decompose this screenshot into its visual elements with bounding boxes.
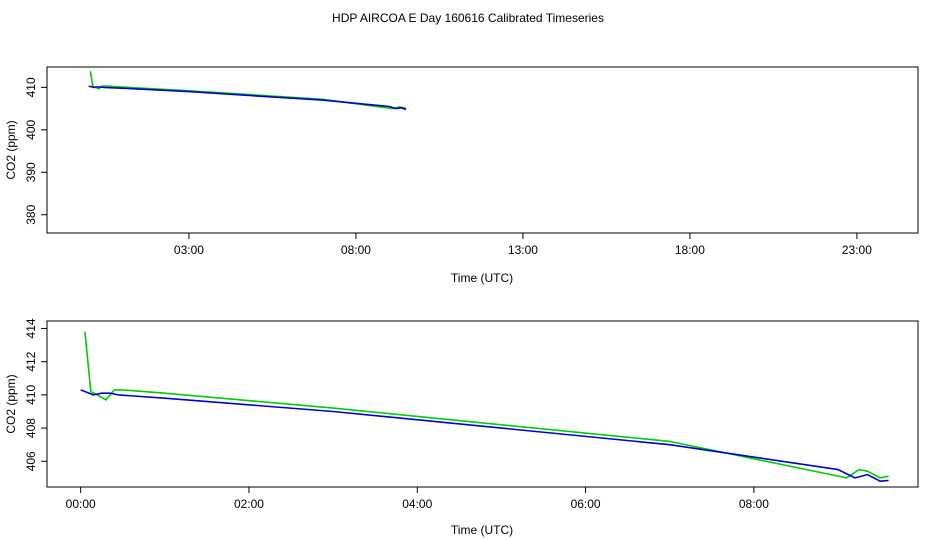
y-axis-label: CO2 (ppm) xyxy=(4,120,18,179)
bottom-panel: Time (UTC) CO2 (ppm) 00:00 02:00 04:00 06:0… xyxy=(4,318,919,537)
x-tick-label: 00:00 xyxy=(66,497,96,511)
x-tick-label: 02:00 xyxy=(234,497,264,511)
series-line-green xyxy=(84,331,889,479)
top-panel: Time (UTC) CO2 (ppm) 03:00 08:00 13:00 18:0… xyxy=(4,66,919,285)
y-tick-label: 410 xyxy=(24,77,38,97)
x-tick-label: 23:00 xyxy=(842,243,872,257)
x-tick-label: 03:00 xyxy=(174,243,204,257)
data-series xyxy=(80,331,889,483)
x-tick-label: 08:00 xyxy=(739,497,769,511)
series-line-blue xyxy=(80,389,889,483)
x-axis-label: Time (UTC) xyxy=(451,271,513,285)
chart-title: HDP AIRCOA E Day 160616 Calibrated Times… xyxy=(332,11,604,25)
y-tick-label: 414 xyxy=(24,318,38,338)
y-tick-label: 400 xyxy=(24,120,38,140)
x-tick-label: 18:00 xyxy=(675,243,705,257)
x-tick-label: 13:00 xyxy=(508,243,538,257)
y-tick-label: 410 xyxy=(24,385,38,405)
x-axis-label: Time (UTC) xyxy=(451,523,513,537)
y-tick-label: 412 xyxy=(24,351,38,371)
y-tick-label: 380 xyxy=(24,204,38,224)
axis-ticks: 00:00 02:00 04:00 06:00 08:00 406 408 410 412 414 xyxy=(24,318,769,511)
x-tick-label: 06:00 xyxy=(571,497,601,511)
data-series xyxy=(88,71,407,111)
plot-frame xyxy=(46,66,919,234)
axis-ticks: 03:00 08:00 13:00 18:00 23:00 380 390 400 410 xyxy=(24,77,872,257)
y-axis-label: CO2 (ppm) xyxy=(4,374,18,433)
series-line-blue xyxy=(88,85,407,111)
y-tick-label: 408 xyxy=(24,418,38,438)
y-tick-label: 406 xyxy=(24,451,38,471)
x-tick-label: 08:00 xyxy=(341,243,371,257)
x-tick-label: 04:00 xyxy=(402,497,432,511)
y-tick-label: 390 xyxy=(24,162,38,182)
